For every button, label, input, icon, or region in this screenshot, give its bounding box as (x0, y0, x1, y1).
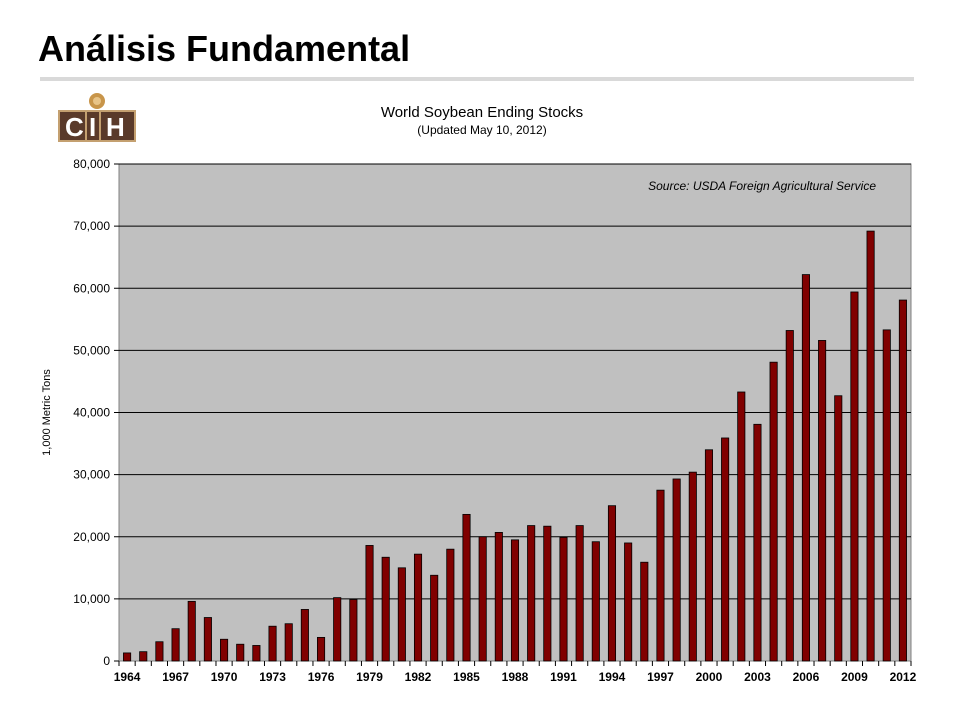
y-tick-label: 10,000 (73, 592, 110, 606)
y-tick-label: 70,000 (73, 219, 110, 233)
y-tick-label: 80,000 (73, 157, 110, 171)
bar-1983 (430, 574, 439, 662)
x-tick-label: 1970 (211, 670, 238, 684)
x-tick-label: 1997 (647, 670, 674, 684)
bar-1971 (236, 643, 245, 662)
bar-2005 (785, 330, 794, 662)
svg-text:I: I (89, 112, 96, 142)
bar-1974 (284, 623, 293, 662)
x-tick-label: 1964 (114, 670, 141, 684)
svg-text:C: C (65, 112, 84, 142)
bar-1966 (155, 641, 164, 662)
cih-logo: C I H (56, 90, 138, 144)
bar-2010 (866, 230, 875, 662)
slide-title: Análisis Fundamental (38, 28, 411, 69)
x-tick-label: 1976 (308, 670, 335, 684)
bar-1970 (220, 638, 229, 662)
svg-text:H: H (106, 112, 125, 142)
bar-1996 (640, 561, 649, 662)
bar-2004 (769, 361, 778, 662)
bar-2000 (704, 449, 713, 662)
y-tick-label: 60,000 (73, 281, 110, 295)
x-tick-label: 2000 (696, 670, 723, 684)
bar-1967 (171, 628, 180, 662)
y-tick-label: 40,000 (73, 406, 110, 420)
x-tick-label: 1988 (502, 670, 529, 684)
bar-1988 (510, 539, 520, 662)
x-tick-label: 1994 (599, 670, 626, 684)
x-tick-label: 1979 (356, 670, 383, 684)
bar-2008 (834, 395, 843, 662)
bar-1990 (543, 525, 552, 662)
x-tick-label: 1967 (162, 670, 189, 684)
bar-1985 (462, 513, 471, 662)
y-tick-label: 0 (103, 654, 110, 668)
x-tick-label: 1985 (453, 670, 480, 684)
x-tick-label: 1991 (550, 670, 577, 684)
bar-2001 (721, 437, 730, 662)
chart-subtitle: (Updated May 10, 2012) (417, 123, 547, 137)
bar-1994 (607, 505, 617, 662)
bar-1999 (688, 471, 697, 662)
bar-1998 (672, 478, 681, 662)
bar-1982 (413, 553, 423, 662)
bar-1989 (527, 525, 536, 662)
bar-1986 (478, 536, 487, 662)
bar-1991 (559, 536, 568, 662)
title-divider (40, 77, 914, 81)
bar-1995 (624, 542, 633, 662)
bar-1976 (317, 636, 326, 662)
bar-1964 (123, 652, 132, 662)
y-tick-label: 30,000 (73, 468, 110, 482)
y-axis-label: 1,000 Metric Tons (41, 369, 53, 456)
bar-2007 (818, 340, 827, 662)
bar-1979 (365, 545, 374, 662)
bar-2011 (882, 329, 891, 662)
bar-1972 (252, 645, 261, 662)
bar-1984 (446, 548, 455, 662)
bar-1969 (203, 617, 212, 662)
bar-2002 (737, 391, 746, 662)
bar-1980 (381, 556, 390, 662)
bar-1992 (575, 525, 584, 662)
bar-1973 (268, 625, 277, 662)
bar-1965 (139, 651, 148, 662)
x-tick-label: 2009 (841, 670, 868, 684)
bar-2006 (801, 274, 810, 662)
bar-2012 (898, 299, 907, 662)
bar-1977 (333, 597, 342, 662)
x-tick-label: 1973 (259, 670, 286, 684)
chart-title: World Soybean Ending Stocks (380, 104, 584, 121)
bar-1978 (349, 599, 358, 662)
y-tick-label: 50,000 (73, 343, 110, 357)
x-tick-label: 2003 (744, 670, 771, 684)
bar-2003 (753, 423, 762, 662)
bar-1987 (494, 532, 503, 662)
bar-1975 (300, 609, 309, 662)
bar-1968 (187, 600, 196, 662)
bar-1981 (397, 567, 406, 662)
x-tick-label: 1982 (405, 670, 432, 684)
bar-2009 (850, 291, 859, 662)
x-tick-label: 2006 (793, 670, 820, 684)
y-tick-label: 20,000 (73, 530, 110, 544)
source-annotation: Source: USDA Foreign Agricultural Servic… (648, 179, 876, 193)
bar-1997 (656, 489, 665, 662)
x-tick-label: 2012 (890, 670, 917, 684)
bar-1993 (591, 541, 600, 662)
